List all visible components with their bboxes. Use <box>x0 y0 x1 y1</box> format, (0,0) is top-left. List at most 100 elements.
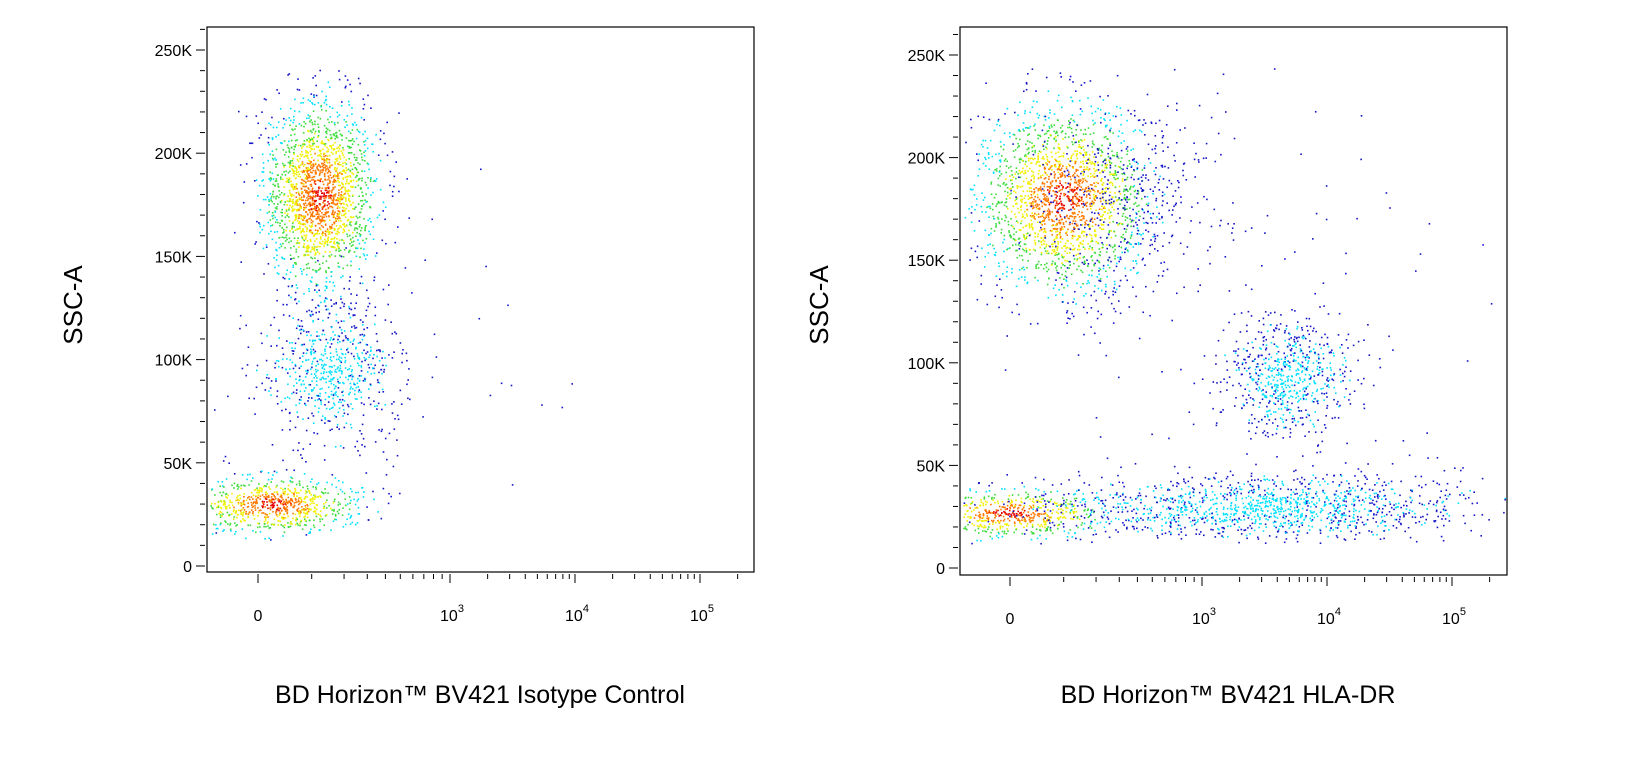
event-dot <box>1076 188 1078 191</box>
event-dot <box>328 255 331 257</box>
event-dot <box>312 169 314 172</box>
event-dot <box>302 194 305 197</box>
event-dot <box>350 152 353 154</box>
event-dot <box>1077 175 1080 178</box>
event-dot <box>287 383 289 386</box>
event-dot <box>1064 275 1067 277</box>
event-dot <box>311 257 314 260</box>
event-dot <box>318 208 321 210</box>
event-dot <box>317 482 320 484</box>
event-dot <box>335 169 338 171</box>
event-dot <box>367 163 370 166</box>
event-dot <box>1048 178 1050 180</box>
event-dot <box>1043 228 1046 230</box>
event-dot <box>330 151 333 154</box>
event-dot <box>361 170 363 172</box>
event-dot <box>249 524 252 527</box>
event-dot <box>1114 234 1117 237</box>
event-dot <box>272 511 274 513</box>
event-dot <box>1043 243 1045 245</box>
event-dot <box>323 524 325 526</box>
event-dot <box>288 177 291 179</box>
event-dot <box>1079 219 1082 221</box>
event-dot <box>310 389 313 391</box>
event-dot <box>336 241 339 244</box>
event-dot <box>253 518 256 520</box>
event-dot <box>290 498 293 500</box>
event-dot <box>1083 215 1085 218</box>
event-dot <box>1048 125 1051 128</box>
event-dot <box>318 213 320 216</box>
event-dot <box>268 232 270 235</box>
event-dot <box>311 299 314 301</box>
event-dot <box>1057 203 1060 205</box>
event-dot <box>336 238 338 240</box>
event-dot <box>363 334 366 337</box>
event-dot <box>318 218 321 220</box>
event-dot <box>1038 240 1040 242</box>
event-dot <box>283 171 285 173</box>
event-dot <box>344 192 346 195</box>
event-dot <box>283 231 285 233</box>
event-dot <box>363 357 366 359</box>
event-dot <box>381 408 383 411</box>
event-dot <box>298 492 300 494</box>
event-dot <box>1087 162 1089 165</box>
event-dot <box>1083 177 1086 180</box>
event-dot <box>1072 213 1074 215</box>
event-dot <box>1076 153 1078 155</box>
event-dot <box>1080 152 1082 155</box>
event-dot <box>1105 135 1107 138</box>
event-dot <box>300 520 302 523</box>
event-dot <box>396 439 398 441</box>
event-dot <box>247 515 250 518</box>
event-dot <box>1066 284 1069 287</box>
event-dot <box>1105 251 1108 253</box>
event-dot <box>350 370 353 373</box>
event-dot <box>352 179 355 182</box>
event-dot <box>331 121 333 123</box>
event-dot <box>343 320 345 322</box>
event-dot <box>282 491 285 493</box>
event-dot <box>1061 167 1063 170</box>
event-dot <box>1046 210 1049 212</box>
event-dot <box>306 221 309 224</box>
event-dot <box>986 206 988 209</box>
event-dot <box>309 531 311 533</box>
event-dot <box>321 171 323 174</box>
event-dot <box>322 226 325 228</box>
event-dot <box>354 121 356 124</box>
event-dot <box>1072 191 1074 193</box>
event-dot <box>356 398 358 400</box>
event-dot <box>277 221 279 224</box>
event-dot <box>1037 157 1040 160</box>
event-dot <box>236 524 238 526</box>
event-dot <box>342 353 344 356</box>
event-dot <box>328 161 331 164</box>
event-dot <box>1075 303 1077 305</box>
event-dot <box>231 501 233 504</box>
event-dot <box>1073 195 1076 197</box>
event-dot <box>308 507 310 510</box>
event-dot <box>1030 226 1033 228</box>
event-dot <box>969 259 971 261</box>
event-dot <box>312 202 314 205</box>
event-dot <box>369 403 372 406</box>
event-dot <box>1137 243 1140 246</box>
event-dot <box>1101 191 1103 194</box>
event-dot <box>1078 182 1081 185</box>
event-dot <box>989 207 992 210</box>
event-dot <box>243 181 246 183</box>
event-dot <box>1031 150 1034 152</box>
event-dot <box>325 168 327 170</box>
event-dot <box>271 150 274 152</box>
event-dot <box>1082 133 1085 135</box>
event-dot <box>391 357 394 359</box>
event-dot <box>1080 199 1082 202</box>
event-dot <box>335 219 337 221</box>
event-dot <box>301 153 304 156</box>
event-dot <box>289 162 292 165</box>
event-dot <box>1032 205 1034 207</box>
event-dot <box>355 491 357 494</box>
event-dot <box>1082 162 1085 165</box>
